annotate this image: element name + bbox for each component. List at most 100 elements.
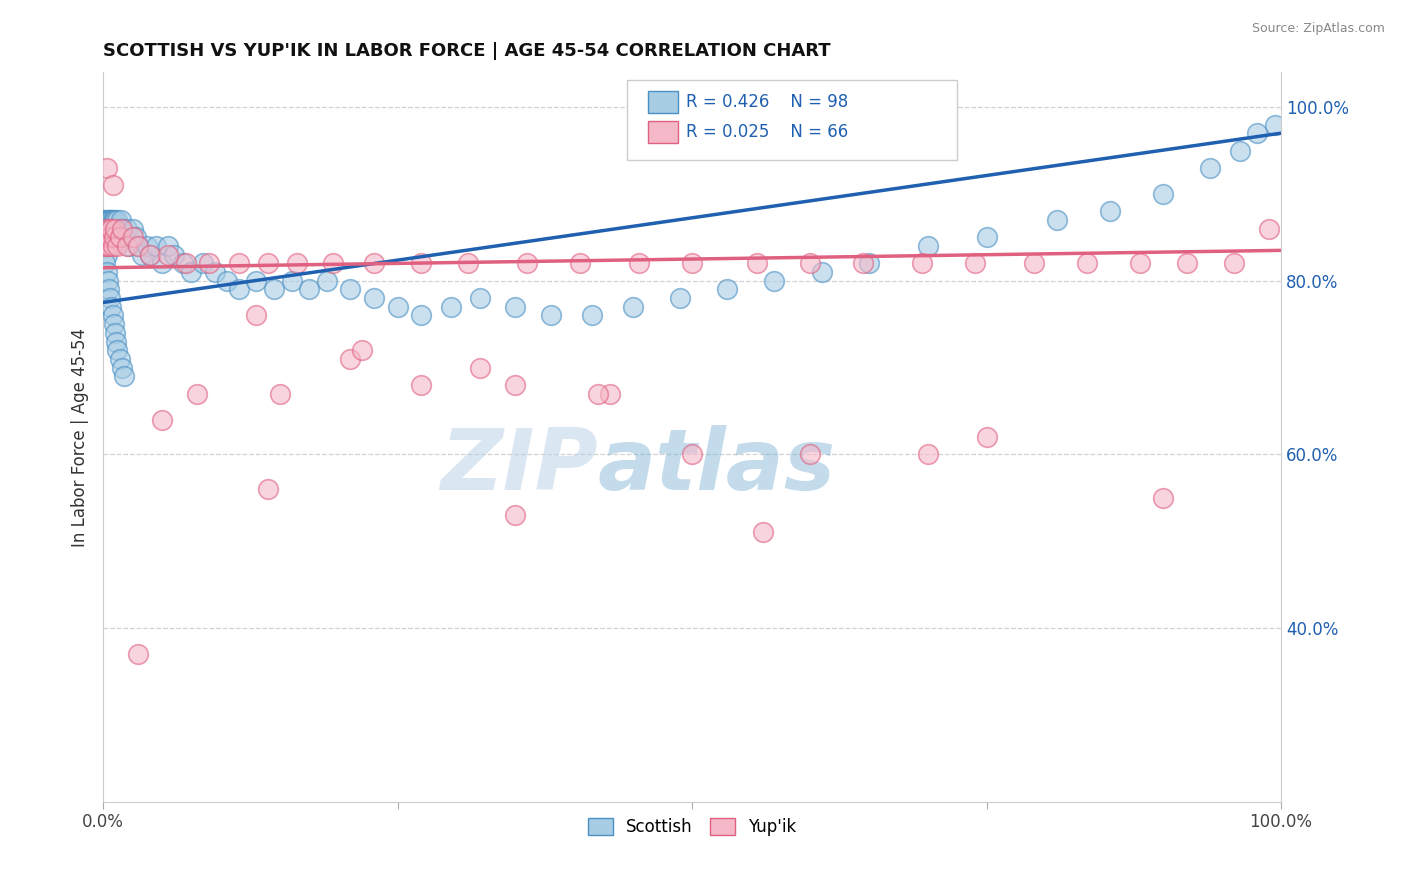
Point: [111, 221, 134, 235]
Point: [186, 386, 208, 401]
Point: [858, 256, 880, 270]
Point: [280, 274, 302, 288]
Point: [352, 343, 374, 358]
Point: [215, 274, 238, 288]
Point: [112, 230, 135, 244]
Point: [103, 230, 125, 244]
Point: [98, 239, 121, 253]
Point: [100, 221, 122, 235]
Point: [98, 221, 121, 235]
Point: [228, 282, 250, 296]
Point: [586, 386, 609, 401]
Point: [94, 213, 117, 227]
Point: [228, 256, 250, 270]
Text: ZIP: ZIP: [440, 425, 598, 508]
Point: [98, 213, 121, 227]
Point: [127, 647, 149, 661]
Point: [96, 221, 118, 235]
Point: [387, 300, 409, 314]
Point: [105, 239, 128, 253]
Point: [139, 248, 162, 262]
Point: [621, 300, 644, 314]
Point: [94, 230, 117, 244]
Point: [411, 378, 433, 392]
Point: [963, 256, 986, 270]
Point: [245, 274, 267, 288]
Point: [107, 221, 129, 235]
Point: [105, 334, 128, 349]
Point: [257, 482, 280, 496]
Point: [516, 256, 538, 270]
Point: [322, 256, 344, 270]
Point: [1175, 256, 1198, 270]
Point: [98, 230, 121, 244]
Point: [105, 343, 128, 358]
Point: [669, 291, 692, 305]
Point: [93, 213, 115, 227]
Point: [287, 256, 309, 270]
Point: [1246, 126, 1268, 140]
Point: [917, 447, 939, 461]
Point: [339, 282, 361, 296]
Point: [976, 230, 998, 244]
Point: [93, 239, 115, 253]
Point: [204, 265, 226, 279]
Point: [745, 256, 768, 270]
Point: [911, 256, 934, 270]
Point: [135, 239, 157, 253]
Point: [763, 274, 786, 288]
Point: [100, 221, 122, 235]
Point: [810, 265, 832, 279]
Point: [628, 256, 651, 270]
Point: [105, 221, 128, 235]
Point: [98, 230, 121, 244]
Point: [97, 239, 120, 253]
Point: [98, 230, 121, 244]
Point: [1264, 118, 1286, 132]
Point: [110, 213, 132, 227]
Point: [104, 221, 127, 235]
Text: atlas: atlas: [598, 425, 837, 508]
Point: [96, 265, 118, 279]
Point: [97, 230, 120, 244]
Point: [93, 230, 115, 244]
Point: [852, 256, 875, 270]
Point: [505, 300, 527, 314]
Point: [121, 230, 143, 244]
Point: [1099, 204, 1122, 219]
Point: [263, 282, 285, 296]
Point: [101, 178, 124, 193]
Point: [1076, 256, 1098, 270]
Point: [112, 369, 135, 384]
Point: [363, 291, 385, 305]
Point: [316, 274, 339, 288]
Point: [1129, 256, 1152, 270]
Point: [716, 282, 738, 296]
Point: [104, 221, 127, 235]
Point: [125, 230, 148, 244]
Point: [193, 256, 215, 270]
Point: [174, 256, 197, 270]
Point: [101, 221, 124, 235]
Text: R = 0.426    N = 98: R = 0.426 N = 98: [686, 93, 848, 111]
Point: [103, 317, 125, 331]
Point: [127, 239, 149, 253]
Point: [363, 256, 385, 270]
Point: [180, 265, 202, 279]
Point: [751, 525, 773, 540]
Point: [468, 360, 491, 375]
Point: [681, 447, 703, 461]
Point: [96, 161, 118, 175]
FancyBboxPatch shape: [648, 121, 678, 143]
Point: [98, 221, 121, 235]
Point: [131, 248, 153, 262]
Point: [98, 282, 121, 296]
Text: SCOTTISH VS YUP'IK IN LABOR FORCE | AGE 45-54 CORRELATION CHART: SCOTTISH VS YUP'IK IN LABOR FORCE | AGE …: [103, 42, 831, 60]
FancyBboxPatch shape: [648, 91, 678, 112]
Point: [103, 213, 125, 227]
Point: [96, 239, 118, 253]
Point: [156, 239, 179, 253]
Point: [1223, 256, 1246, 270]
Point: [96, 248, 118, 262]
Point: [100, 213, 122, 227]
